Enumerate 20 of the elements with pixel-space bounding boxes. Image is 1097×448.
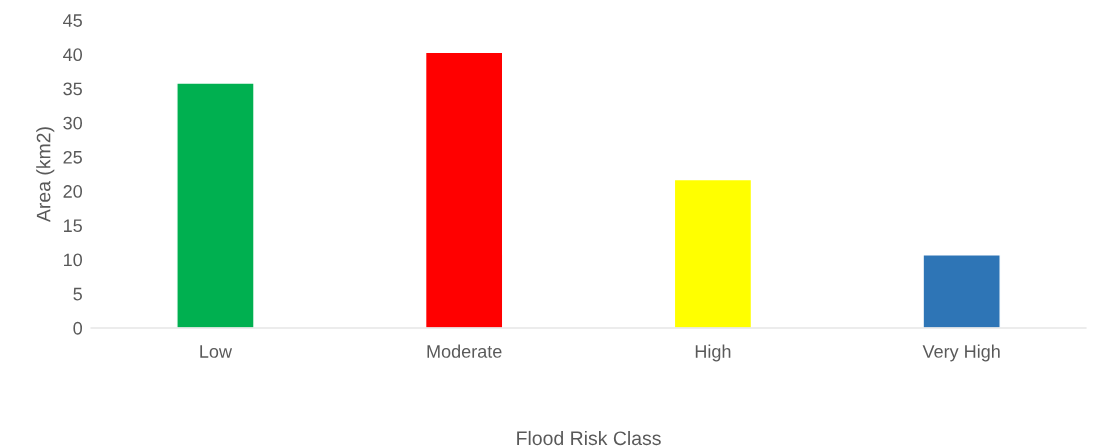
x-tick-label: Low <box>200 345 233 358</box>
y-tick-label: 5 <box>73 287 82 301</box>
x-tick-label: Moderate <box>427 344 502 358</box>
bar <box>424 51 504 328</box>
bar <box>922 254 1001 328</box>
y-tick-label: 10 <box>64 253 83 267</box>
bar <box>673 178 753 328</box>
y-tick-label: 20 <box>63 185 83 198</box>
x-tick-label: High <box>695 344 731 362</box>
y-tick-label: 45 <box>63 14 82 27</box>
bar <box>176 82 255 328</box>
y-tick-label: 40 <box>63 48 83 62</box>
y-tick-label: 15 <box>64 219 82 233</box>
y-tick-label: 25 <box>63 150 82 164</box>
x-axis-title: Flood Risk Class <box>517 430 661 446</box>
y-tick-label: 30 <box>63 116 83 130</box>
x-tick-label: Very High <box>922 344 1000 362</box>
y-tick-label: 0 <box>73 321 83 335</box>
y-axis-title: Area (km2) <box>36 127 55 223</box>
y-tick-label: 35 <box>63 82 82 96</box>
